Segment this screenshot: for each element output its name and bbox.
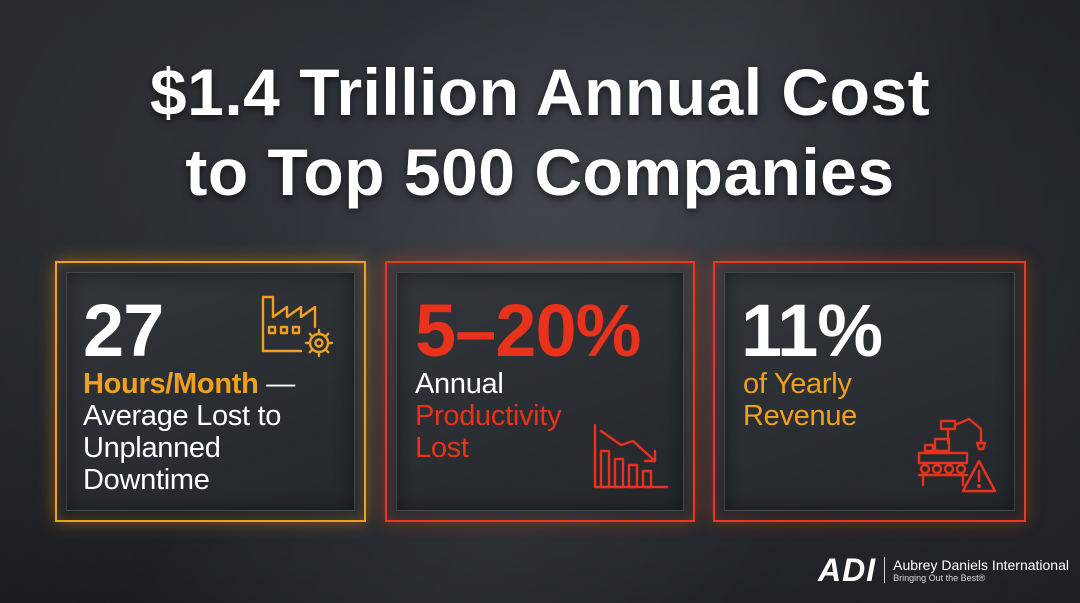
robot-arm-warning-icon — [917, 417, 997, 493]
stat-highlight-suffix: — — [258, 368, 295, 400]
stat-label: Annual — [415, 368, 504, 400]
factory-gear-icon — [261, 295, 334, 358]
stat-value: 11% — [741, 289, 883, 372]
stat-card-revenue: 11% of Yearly Revenue — [713, 261, 1026, 522]
stat-highlight-line-2: Revenue — [743, 400, 857, 432]
logo-mark: ADI — [818, 551, 877, 588]
stat-card-downtime: 27 Hours/Month — Average Lost to Unplann… — [55, 261, 366, 522]
stat-highlight-line-2: Lost — [415, 432, 469, 464]
stat-label-line-1: Average Lost to — [83, 400, 282, 432]
logo-divider — [884, 557, 886, 583]
logo-company-name: Aubrey Daniels International — [893, 556, 1069, 573]
stat-highlight: Hours/Month — [83, 368, 259, 400]
stat-value: 27 — [83, 289, 164, 372]
logo-tagline: Bringing Out the Best® — [893, 572, 986, 583]
logo-text: Aubrey Daniels International Bringing Ou… — [893, 557, 1069, 584]
stat-highlight-line-1: of Yearly — [743, 368, 852, 400]
stat-value: 5–20% — [415, 289, 641, 372]
stat-label-line-3: Downtime — [83, 464, 210, 496]
stat-card-productivity: 5–20% Annual Productivity Lost — [385, 261, 695, 522]
headline: $1.4 Trillion Annual Cost to Top 500 Com… — [0, 52, 1080, 212]
headline-line-2: to Top 500 Companies — [185, 135, 895, 209]
headline-line-1: $1.4 Trillion Annual Cost — [149, 55, 931, 129]
declining-bar-chart-icon — [593, 423, 669, 489]
stat-highlight-line: Hours/Month — — [83, 368, 295, 400]
company-logo: ADI Aubrey Daniels International Bringin… — [818, 552, 1069, 588]
stat-highlight-line-1: Productivity — [415, 400, 562, 432]
stat-card-panel — [724, 272, 1015, 511]
stat-label-line-2: Unplanned — [83, 432, 221, 464]
